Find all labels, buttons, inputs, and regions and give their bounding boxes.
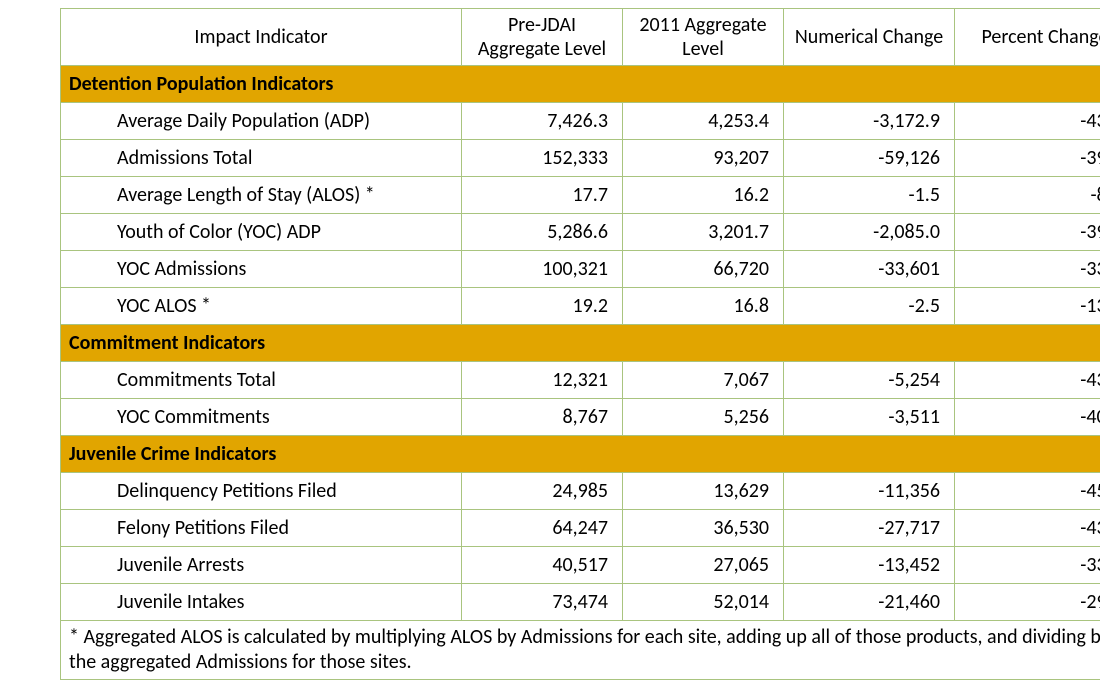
- row-label: Juvenile Arrests: [61, 547, 462, 584]
- cell-numchg: -27,717: [784, 510, 955, 547]
- cell-pctchg: -39%: [955, 214, 1100, 251]
- cell-pctchg: -33%: [955, 547, 1100, 584]
- section-title: Detention Population Indicators: [61, 66, 1100, 103]
- table-row: Youth of Color (YOC) ADP5,286.63,201.7-2…: [61, 214, 1100, 251]
- section-header: Juvenile Crime Indicators: [61, 436, 1100, 473]
- col-2011: 2011 Aggregate Level: [623, 9, 784, 66]
- cell-pre: 152,333: [462, 140, 623, 177]
- cell-y2011: 36,530: [623, 510, 784, 547]
- cell-pctchg: -43%: [955, 103, 1100, 140]
- col-numchg: Numerical Change: [784, 9, 955, 66]
- row-label: YOC Admissions: [61, 251, 462, 288]
- cell-numchg: -3,172.9: [784, 103, 955, 140]
- cell-pre: 24,985: [462, 473, 623, 510]
- section-title: Commitment Indicators: [61, 325, 1100, 362]
- section-title: Juvenile Crime Indicators: [61, 436, 1100, 473]
- cell-numchg: -2.5: [784, 288, 955, 325]
- table-row: Admissions Total152,33393,207-59,126-39%: [61, 140, 1100, 177]
- cell-pctchg: -45%: [955, 473, 1100, 510]
- cell-pre: 7,426.3: [462, 103, 623, 140]
- cell-numchg: -5,254: [784, 362, 955, 399]
- cell-y2011: 13,629: [623, 473, 784, 510]
- row-label: YOC Commitments: [61, 399, 462, 436]
- table-row: Felony Petitions Filed64,24736,530-27,71…: [61, 510, 1100, 547]
- cell-numchg: -11,356: [784, 473, 955, 510]
- row-label: Youth of Color (YOC) ADP: [61, 214, 462, 251]
- row-label: Juvenile Intakes: [61, 584, 462, 621]
- cell-y2011: 93,207: [623, 140, 784, 177]
- row-label: Delinquency Petitions Filed: [61, 473, 462, 510]
- cell-y2011: 27,065: [623, 547, 784, 584]
- row-label: Average Daily Population (ADP): [61, 103, 462, 140]
- footnote: * Aggregated ALOS is calculated by multi…: [61, 621, 1100, 680]
- cell-numchg: -59,126: [784, 140, 955, 177]
- cell-pctchg: -8%: [955, 177, 1100, 214]
- section-header: Detention Population Indicators: [61, 66, 1100, 103]
- impact-table: Impact Indicator Pre-JDAI Aggregate Leve…: [60, 8, 1100, 680]
- table-row: Average Daily Population (ADP)7,426.34,2…: [61, 103, 1100, 140]
- cell-numchg: -21,460: [784, 584, 955, 621]
- cell-y2011: 16.2: [623, 177, 784, 214]
- footnote-row: * Aggregated ALOS is calculated by multi…: [61, 621, 1100, 680]
- cell-pre: 73,474: [462, 584, 623, 621]
- section-header: Commitment Indicators: [61, 325, 1100, 362]
- cell-pre: 5,286.6: [462, 214, 623, 251]
- col-impact: Impact Indicator: [61, 9, 462, 66]
- cell-pctchg: -43%: [955, 362, 1100, 399]
- cell-numchg: -3,511: [784, 399, 955, 436]
- cell-numchg: -1.5: [784, 177, 955, 214]
- header-row: Impact Indicator Pre-JDAI Aggregate Leve…: [61, 9, 1100, 66]
- table-row: YOC Commitments8,7675,256-3,511-40%: [61, 399, 1100, 436]
- cell-pctchg: -39%: [955, 140, 1100, 177]
- cell-y2011: 52,014: [623, 584, 784, 621]
- cell-pctchg: -29%: [955, 584, 1100, 621]
- cell-pctchg: -13%: [955, 288, 1100, 325]
- cell-numchg: -33,601: [784, 251, 955, 288]
- cell-numchg: -2,085.0: [784, 214, 955, 251]
- cell-pctchg: -40%: [955, 399, 1100, 436]
- table-row: Commitments Total12,3217,067-5,254-43%: [61, 362, 1100, 399]
- cell-pre: 8,767: [462, 399, 623, 436]
- cell-y2011: 7,067: [623, 362, 784, 399]
- cell-y2011: 16.8: [623, 288, 784, 325]
- row-label: Average Length of Stay (ALOS) *: [61, 177, 462, 214]
- cell-y2011: 5,256: [623, 399, 784, 436]
- cell-numchg: -13,452: [784, 547, 955, 584]
- cell-pctchg: -43%: [955, 510, 1100, 547]
- table-row: Average Length of Stay (ALOS) *17.716.2-…: [61, 177, 1100, 214]
- cell-y2011: 4,253.4: [623, 103, 784, 140]
- cell-pre: 100,321: [462, 251, 623, 288]
- cell-pre: 19.2: [462, 288, 623, 325]
- cell-pre: 12,321: [462, 362, 623, 399]
- cell-y2011: 3,201.7: [623, 214, 784, 251]
- table-row: Juvenile Intakes73,47452,014-21,460-29%: [61, 584, 1100, 621]
- cell-pre: 17.7: [462, 177, 623, 214]
- cell-y2011: 66,720: [623, 251, 784, 288]
- col-pctchg: Percent Change: [955, 9, 1100, 66]
- cell-pre: 40,517: [462, 547, 623, 584]
- table-row: Juvenile Arrests40,51727,065-13,452-33%: [61, 547, 1100, 584]
- table-row: YOC ALOS *19.216.8-2.5-13%: [61, 288, 1100, 325]
- row-label: YOC ALOS *: [61, 288, 462, 325]
- cell-pctchg: -33%: [955, 251, 1100, 288]
- row-label: Commitments Total: [61, 362, 462, 399]
- table-row: YOC Admissions100,32166,720-33,601-33%: [61, 251, 1100, 288]
- row-label: Admissions Total: [61, 140, 462, 177]
- row-label: Felony Petitions Filed: [61, 510, 462, 547]
- cell-pre: 64,247: [462, 510, 623, 547]
- col-pre: Pre-JDAI Aggregate Level: [462, 9, 623, 66]
- table-row: Delinquency Petitions Filed24,98513,629-…: [61, 473, 1100, 510]
